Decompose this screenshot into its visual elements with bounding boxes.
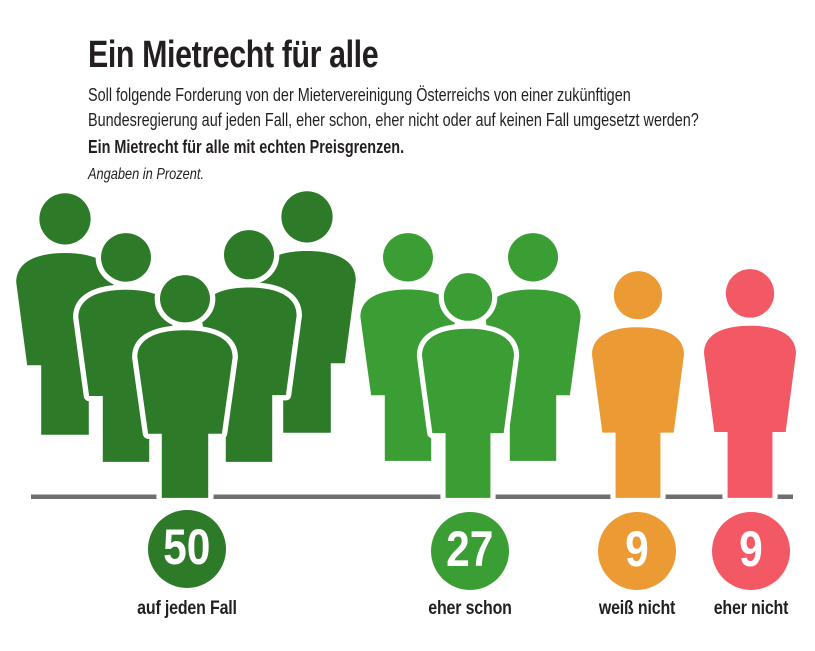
chart-header: Ein Mietrecht für alle Soll folgende For…	[88, 34, 699, 186]
value-number: 9	[739, 521, 763, 577]
value-number: 50	[163, 519, 211, 575]
person-icon	[592, 271, 684, 498]
unit-note: Angaben in Prozent.	[88, 166, 204, 183]
category-label: eher schon	[428, 598, 512, 619]
value-badge: 9	[598, 512, 676, 590]
value-badge: 50	[148, 510, 226, 588]
value-number: 9	[625, 521, 649, 577]
person-icon	[704, 269, 796, 498]
category-label: auf jeden Fall	[137, 598, 237, 619]
baseline-axis	[31, 494, 793, 499]
page-title: Ein Mietrecht für alle	[88, 34, 379, 76]
question-line-1: Soll folgende Forderung von der Mieterve…	[88, 85, 631, 105]
value-badge: 27	[431, 512, 509, 590]
value-number: 27	[446, 521, 494, 577]
question-line-2: Bundesregierung auf jeden Fall, eher sch…	[88, 110, 699, 130]
category-label: eher nicht	[713, 598, 789, 619]
statement-text: Ein Mietrecht für alle mit echten Preisg…	[88, 137, 405, 157]
value-badge: 9	[712, 512, 790, 590]
category-label: weiß nicht	[598, 598, 676, 619]
